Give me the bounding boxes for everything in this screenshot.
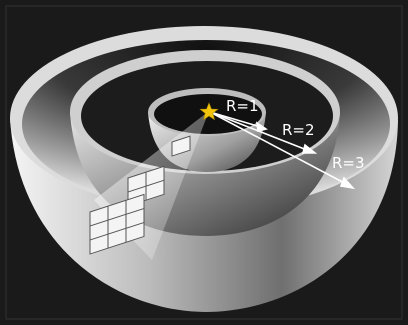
radius-arrow-r3 xyxy=(209,111,351,187)
radius-arrow-r1 xyxy=(209,111,265,129)
patch-r3 xyxy=(89,193,145,255)
frame-border xyxy=(5,5,403,320)
label-r2: R=2 xyxy=(282,121,315,139)
patch-r1 xyxy=(171,135,191,157)
patch-r2 xyxy=(127,165,165,207)
label-r3: R=3 xyxy=(332,154,365,172)
radius-arrows xyxy=(209,111,356,190)
star-icon xyxy=(199,102,219,121)
label-r1: R=1 xyxy=(226,97,259,115)
radius-arrow-r2 xyxy=(209,111,313,153)
